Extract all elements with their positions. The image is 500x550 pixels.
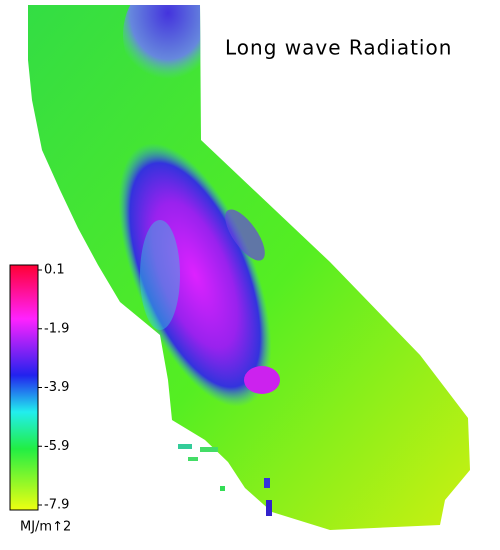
colorbar-tick-label: -7.9 <box>44 498 69 513</box>
colorbar-tick-label: -1.9 <box>44 321 69 336</box>
island <box>188 457 198 461</box>
northern-region <box>123 5 213 90</box>
colorbar: 0.1 -1.9 -3.9 -5.9 -7.9 <box>9 263 69 513</box>
central-valley <box>118 143 272 407</box>
coast-range <box>140 220 180 330</box>
island <box>266 500 272 516</box>
california-map <box>28 5 470 530</box>
islands <box>178 444 272 516</box>
island <box>264 478 270 488</box>
colorbar-unit: MJ/m↑2 <box>20 520 71 535</box>
colorbar-tick-label: -5.9 <box>44 439 69 454</box>
island <box>178 444 192 449</box>
island <box>220 486 225 491</box>
valley-south <box>244 366 280 394</box>
map-title: Long wave Radiation <box>225 36 452 60</box>
island <box>200 447 218 452</box>
colorbar-tick-label: 0.1 <box>44 263 65 278</box>
colorbar-tick-label: -3.9 <box>44 380 69 395</box>
sierra <box>225 209 265 261</box>
colorbar-scale <box>9 264 39 511</box>
